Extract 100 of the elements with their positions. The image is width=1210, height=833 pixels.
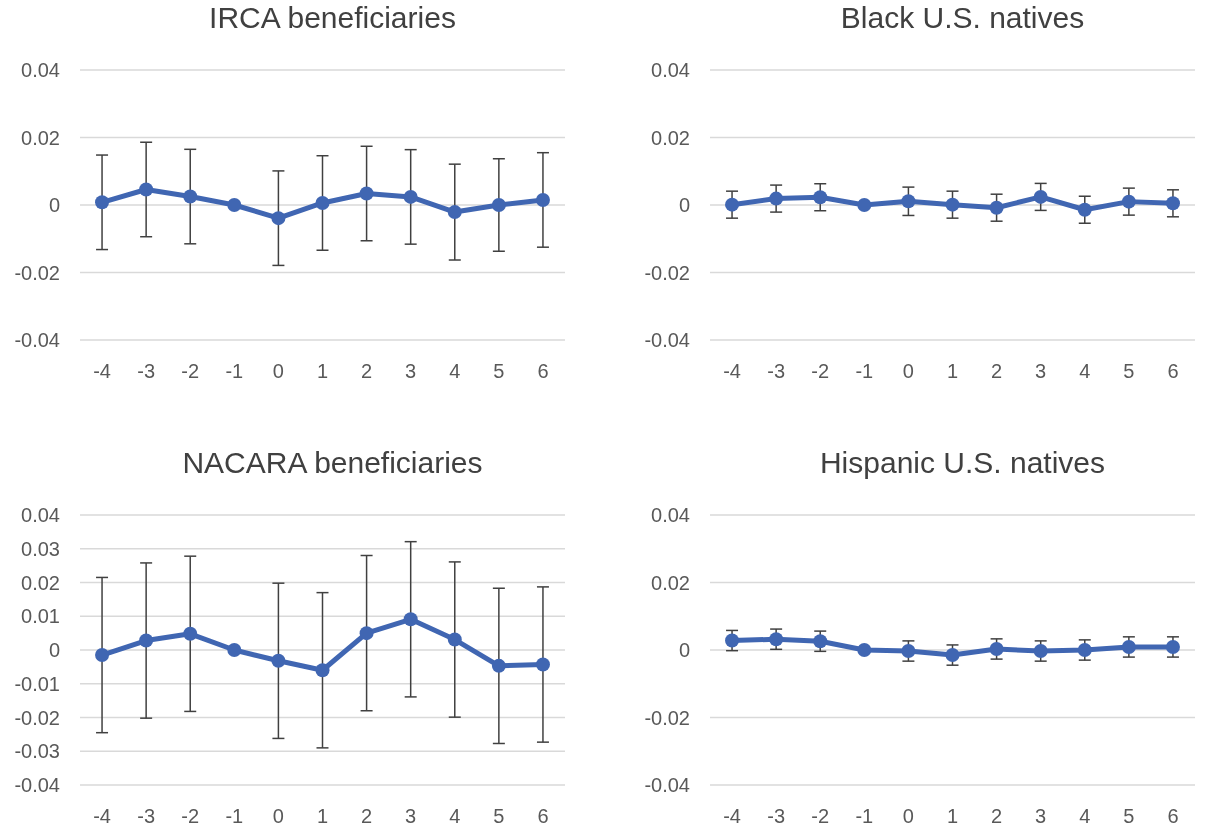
x-tick-label: 0	[902, 805, 914, 827]
y-tick-label: 0	[678, 194, 690, 216]
point	[535, 192, 550, 207]
x-tick-label: 5	[1123, 360, 1135, 382]
point	[1165, 196, 1180, 211]
point	[359, 186, 374, 201]
point	[359, 626, 374, 641]
x-tick-label: -3	[137, 805, 156, 827]
x-tick-label: -4	[93, 360, 111, 382]
point	[769, 632, 784, 647]
y-tick-label: -0.02	[644, 706, 690, 729]
x-tick-label: -4	[93, 805, 111, 827]
y-tick-label: -0.02	[644, 261, 690, 284]
x-tick-label: 5	[1123, 805, 1135, 827]
x-tick-label: 5	[493, 805, 505, 827]
y-tick-label: -0.04	[14, 774, 60, 796]
point	[813, 190, 828, 205]
point	[227, 643, 242, 657]
y-tick-label: -0.04	[14, 329, 60, 351]
y-tick-label: 0	[48, 639, 60, 661]
point	[1165, 639, 1180, 654]
chart-title: Black U.S. natives	[840, 1, 1085, 34]
x-tick-label: -1	[855, 360, 874, 382]
point	[901, 644, 916, 659]
y-tick-label: -0.02	[14, 706, 60, 729]
y-tick-label: 0.01	[21, 605, 60, 628]
x-tick-label: -3	[767, 360, 786, 382]
point	[95, 648, 110, 663]
point	[447, 205, 462, 220]
y-tick-label: -0.01	[14, 672, 60, 695]
chart-title: Hispanic U.S. natives	[819, 446, 1106, 479]
y-tick-label: -0.02	[14, 261, 60, 284]
x-tick-label: 1	[946, 360, 959, 382]
x-tick-label: 3	[405, 360, 417, 382]
x-tick-label: 4	[1079, 360, 1091, 382]
point	[315, 663, 330, 678]
point	[95, 195, 110, 210]
point	[491, 658, 506, 673]
x-tick-label: -1	[225, 805, 244, 827]
y-tick-label: 0.04	[21, 59, 60, 81]
point	[183, 189, 198, 204]
x-tick-label: 0	[902, 360, 914, 382]
point	[1077, 202, 1092, 217]
point	[945, 197, 960, 212]
point	[447, 632, 462, 647]
point	[813, 634, 828, 649]
point	[271, 211, 286, 226]
y-tick-label: -0.04	[644, 329, 690, 351]
x-tick-label: 2	[991, 805, 1003, 827]
point	[725, 197, 740, 212]
x-tick-label: 1	[946, 805, 959, 827]
point	[403, 612, 418, 627]
x-tick-label: 4	[1079, 805, 1091, 827]
y-tick-label: 0.03	[21, 537, 60, 560]
x-tick-label: -1	[855, 805, 874, 827]
x-tick-label: -1	[225, 360, 244, 382]
x-tick-label: -4	[723, 360, 741, 382]
y-tick-label: 0.04	[21, 504, 60, 526]
x-tick-label: 3	[1035, 805, 1047, 827]
point	[1121, 639, 1136, 654]
point	[491, 198, 506, 212]
point	[989, 200, 1004, 215]
x-tick-label: -2	[181, 805, 200, 827]
x-tick-label: -2	[811, 805, 830, 827]
point	[271, 653, 286, 668]
point	[1033, 189, 1048, 204]
y-tick-label: -0.03	[14, 740, 60, 763]
x-tick-label: 5	[493, 360, 505, 382]
y-tick-label: 0.02	[21, 571, 60, 594]
point	[1033, 644, 1048, 659]
x-tick-label: 3	[405, 805, 417, 827]
x-tick-label: 0	[272, 805, 284, 827]
point	[989, 641, 1004, 656]
x-tick-label: 4	[449, 360, 461, 382]
point	[315, 195, 330, 210]
y-tick-label: 0.04	[651, 59, 690, 81]
x-tick-label: 6	[1167, 360, 1179, 382]
x-tick-label: -2	[811, 360, 830, 382]
x-tick-label: 2	[991, 360, 1003, 382]
point	[139, 182, 154, 197]
chart-title: IRCA beneficiaries	[209, 1, 456, 34]
x-tick-label: -3	[137, 360, 156, 382]
y-tick-label: 0.02	[651, 571, 690, 594]
point	[403, 189, 418, 204]
y-tick-label: 0.02	[21, 126, 60, 149]
x-tick-label: 2	[361, 360, 373, 382]
point	[1077, 643, 1092, 657]
y-tick-label: 0	[678, 639, 690, 661]
y-tick-label: 0	[48, 194, 60, 216]
x-tick-label: 6	[537, 360, 549, 382]
point	[227, 198, 242, 212]
x-tick-label: -2	[181, 360, 200, 382]
chart-title: NACARA beneficiaries	[182, 446, 483, 479]
x-tick-label: 4	[449, 805, 461, 827]
point	[857, 643, 872, 657]
point	[535, 657, 550, 672]
y-tick-label: 0.02	[651, 126, 690, 149]
point	[183, 626, 198, 641]
x-tick-label: 2	[361, 805, 373, 827]
x-tick-label: 1	[316, 805, 329, 827]
